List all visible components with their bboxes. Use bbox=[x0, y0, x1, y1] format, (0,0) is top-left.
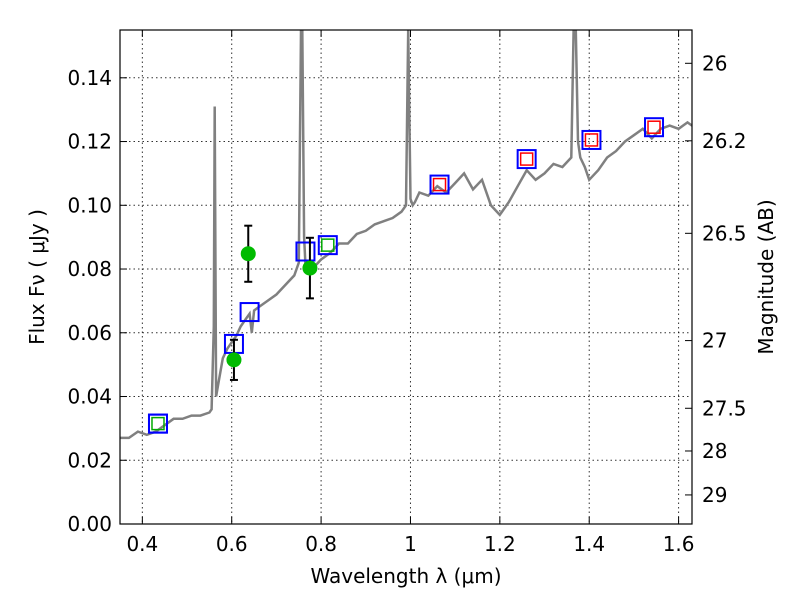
model-photometry-square bbox=[644, 117, 665, 138]
nir-model-inner-square bbox=[647, 120, 661, 134]
optical-model-inner-square bbox=[151, 416, 165, 431]
grid bbox=[120, 30, 692, 525]
model-photometry-square bbox=[317, 235, 338, 256]
right-tick-label: 26 bbox=[702, 51, 727, 75]
plot-frame bbox=[119, 29, 693, 525]
model-spectrum-line bbox=[120, 30, 692, 440]
nir-model-inner-square bbox=[432, 177, 447, 192]
observed-points-layer bbox=[226, 224, 318, 381]
ticks: 0.4 0.6 0.8 1 1.2 1.4 1.6 0.00 0.02 0.04 0.06 0.08 0… bbox=[67, 30, 747, 556]
x-tick-label: 0.6 bbox=[216, 532, 248, 556]
model-photometry-square bbox=[516, 149, 537, 170]
model-photometry-square bbox=[239, 302, 260, 323]
model-photometry-square bbox=[581, 129, 602, 150]
right-tick-label: 26.5 bbox=[702, 221, 747, 245]
right-tick-label: 26.2 bbox=[702, 129, 747, 153]
y-tick-label: 0.06 bbox=[67, 321, 112, 345]
y-tick-label: 0.10 bbox=[67, 193, 112, 217]
right-tick-label: 28 bbox=[702, 439, 727, 463]
model-spectrum-layer bbox=[120, 30, 692, 440]
x-tick-label: 0.8 bbox=[305, 532, 337, 556]
right-tick-label: 27.5 bbox=[702, 396, 747, 420]
y-tick-label: 0.04 bbox=[67, 385, 112, 409]
y-tick-label: 0.00 bbox=[67, 512, 112, 536]
right-tick-label: 29 bbox=[702, 483, 727, 507]
model-photometry-square bbox=[429, 174, 450, 195]
nir-model-inner-square bbox=[519, 152, 534, 166]
model-photometry-square bbox=[295, 241, 316, 262]
right-axis-label: Magnitude (AB) bbox=[754, 199, 778, 354]
y-tick-label: 0.12 bbox=[67, 130, 112, 154]
optical-model-inner-square bbox=[321, 238, 335, 252]
x-tick-label: 1.4 bbox=[573, 532, 605, 556]
observed-point bbox=[302, 260, 318, 276]
y-axis-label: Flux Fν ( μJy ) bbox=[25, 209, 49, 345]
x-tick-label: 0.4 bbox=[126, 532, 158, 556]
right-tick-label: 27 bbox=[702, 329, 727, 353]
observed-point bbox=[240, 246, 256, 262]
model-photometry-square bbox=[147, 413, 168, 434]
x-axis-label: Wavelength λ (μm) bbox=[310, 564, 501, 588]
x-tick-label: 1.6 bbox=[663, 532, 695, 556]
y-tick-label: 0.02 bbox=[67, 448, 112, 472]
x-tick-label: 1 bbox=[404, 532, 417, 556]
observed-point bbox=[226, 352, 242, 368]
x-tick-label: 1.2 bbox=[484, 532, 516, 556]
nir-model-inner-square bbox=[584, 133, 599, 147]
y-tick-label: 0.08 bbox=[67, 257, 112, 281]
y-tick-label: 0.14 bbox=[67, 66, 112, 90]
